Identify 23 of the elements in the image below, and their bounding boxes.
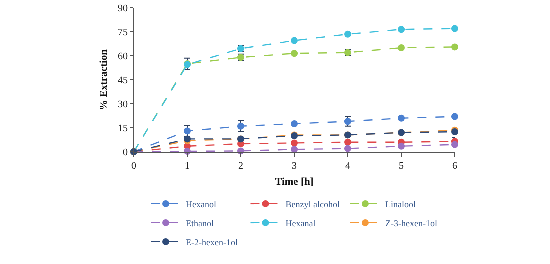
legend-label: Benzyl alcohol — [286, 199, 340, 210]
x-tick-label: 6 — [452, 161, 458, 172]
legend-label: Hexanol — [186, 199, 217, 210]
y-tick-label: 0 — [123, 148, 128, 158]
y-tick-label: 75 — [118, 28, 128, 38]
x-tick-label: 0 — [132, 161, 136, 172]
legend-label: E-2-hexen-1ol — [186, 237, 238, 248]
legend-label: Ethanol — [186, 218, 214, 228]
legend-label: Hexanal — [286, 218, 316, 228]
y-tick-label: 30 — [118, 100, 128, 110]
y-tick-label: 60 — [118, 52, 128, 62]
legend-label: Z-3-hexen-1ol — [385, 218, 438, 228]
y-axis-title: % Extraction — [98, 49, 110, 110]
x-tick-label: 3 — [292, 161, 297, 172]
x-tick-label: 2 — [238, 161, 244, 172]
y-tick-label: 15 — [118, 124, 128, 134]
legend-label: Linalool — [385, 199, 416, 210]
x-tick-label: 4 — [346, 161, 350, 172]
x-tick-label: 1 — [185, 161, 190, 172]
x-axis-title: Time [h] — [275, 176, 314, 188]
y-tick-label: 45 — [118, 76, 128, 86]
x-tick-label: 5 — [399, 161, 404, 172]
y-tick-label: 90 — [118, 4, 128, 14]
